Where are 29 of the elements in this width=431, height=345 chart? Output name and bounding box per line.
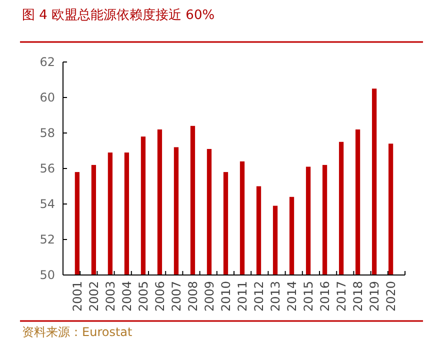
x-tick-label: 2001 [70,281,84,312]
x-tick-label: 2007 [169,281,184,312]
x-tick-label: 2020 [384,281,398,312]
x-tick-label: 2010 [218,281,233,312]
text: 资料来源：Eurostat [22,325,133,339]
y-tick-label: 58 [40,126,55,140]
x-tick-label: 2014 [284,281,299,312]
x-tick-label: 2011 [235,281,250,312]
x-tick-label: 2006 [152,281,167,312]
y-tick-label: 60 [40,90,55,105]
x-tick-label: 2016 [318,281,332,312]
x-tick-label: 2004 [120,281,134,312]
y-tick-label: 54 [40,197,55,212]
x-tick-label: 2005 [136,281,150,312]
x-tick-label: 2012 [252,281,266,312]
x-tick-label: 2002 [86,281,101,312]
x-tick-label: 2017 [334,281,348,312]
x-tick-label: 2018 [350,281,365,312]
x-tick-label: 2008 [186,281,200,312]
x-tick-label: 2003 [103,281,118,312]
y-tick-label: 56 [40,162,55,176]
y-tick-label: 62 [40,55,55,70]
chart-title: 图 4 欧盟总能源依赖度接近 60% [22,7,215,23]
x-tick-label: 2009 [202,281,216,312]
x-tick-label: 2015 [301,281,316,312]
x-tick-label: 2013 [268,281,282,312]
y-tick-label: 50 [40,268,55,282]
y-tick-label: 52 [40,232,55,247]
x-tick-label: 2019 [368,281,382,312]
